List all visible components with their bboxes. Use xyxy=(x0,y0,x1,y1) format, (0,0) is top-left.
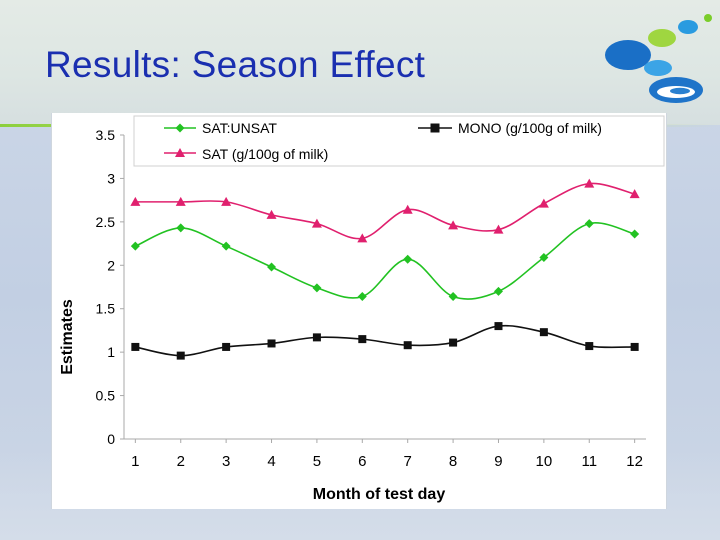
data-point xyxy=(175,196,186,206)
chart-panel: SAT:UNSAT MONO (g/100g of milk) SAT (g/1… xyxy=(51,113,667,509)
data-point xyxy=(357,292,367,302)
data-point xyxy=(267,262,277,272)
legend-label-sat-unsat: SAT:UNSAT xyxy=(202,120,277,136)
data-point xyxy=(222,342,231,351)
data-point xyxy=(130,241,140,251)
y-tick-label: 2 xyxy=(107,257,115,273)
legend-item-sat: SAT (g/100g of milk) xyxy=(164,146,328,162)
series-mono-g-100g-of-milk xyxy=(131,322,639,360)
data-point xyxy=(357,233,368,243)
x-tick-label: 10 xyxy=(536,453,553,470)
data-point xyxy=(221,241,231,251)
data-point xyxy=(494,322,503,331)
data-point xyxy=(403,341,412,350)
data-point xyxy=(448,220,459,230)
data-point xyxy=(585,342,594,351)
x-tick-label: 1 xyxy=(131,453,139,470)
data-point xyxy=(630,229,640,239)
y-tick-label: 0.5 xyxy=(96,388,116,404)
series-line-mono-g-100g-of-milk xyxy=(135,324,635,357)
x-tick-label: 4 xyxy=(267,453,275,470)
x-tick-label: 11 xyxy=(581,453,597,470)
logo-icon xyxy=(605,14,712,103)
data-point xyxy=(403,254,413,264)
slide-title: Results: Season Effect xyxy=(45,44,426,85)
chart-series xyxy=(130,178,640,360)
series-sat-unsat xyxy=(130,219,640,302)
data-point xyxy=(539,328,548,337)
x-axis-label: Month of test day xyxy=(313,486,446,503)
data-point xyxy=(358,335,367,344)
legend-label-sat: SAT (g/100g of milk) xyxy=(202,146,328,162)
data-point xyxy=(584,219,594,229)
x-tick-label: 5 xyxy=(313,453,321,470)
data-point xyxy=(449,338,458,347)
x-tick-label: 7 xyxy=(404,453,412,470)
x-tick-label: 6 xyxy=(358,453,366,470)
y-tick-label: 2.5 xyxy=(96,214,116,230)
x-tick-label: 8 xyxy=(449,453,457,470)
legend-label-mono: MONO (g/100g of milk) xyxy=(458,120,602,136)
data-point xyxy=(176,351,185,360)
y-tick-label: 3.5 xyxy=(96,127,116,143)
data-point xyxy=(221,196,232,206)
legend-item-sat-unsat: SAT:UNSAT xyxy=(164,120,277,136)
data-point xyxy=(311,218,322,228)
x-tick-label: 3 xyxy=(222,453,230,470)
x-tick-label: 12 xyxy=(626,453,643,470)
chart-axes: 00.511.522.533.51 2 3 4 5 6 7 8 9 10 11 12 xyxy=(96,127,646,470)
data-point xyxy=(538,198,549,208)
legend-box xyxy=(133,115,665,167)
data-point xyxy=(267,339,276,348)
series-sat-g-100g-of-milk xyxy=(130,178,640,243)
data-point xyxy=(630,342,639,351)
data-point xyxy=(176,223,186,233)
series-line-sat-unsat xyxy=(135,222,635,300)
data-point xyxy=(539,252,549,262)
x-tick-label: 2 xyxy=(177,453,185,470)
line-chart: SAT:UNSAT MONO (g/100g of milk) SAT (g/1… xyxy=(59,115,665,503)
y-axis-label: Estimates xyxy=(59,299,76,375)
data-point xyxy=(402,204,413,214)
data-point xyxy=(448,292,458,302)
y-tick-label: 3 xyxy=(107,170,115,186)
data-point xyxy=(493,286,503,296)
x-tick-label: 9 xyxy=(494,453,502,470)
y-tick-label: 1.5 xyxy=(96,301,116,317)
y-tick-label: 1 xyxy=(107,344,115,360)
data-point xyxy=(312,283,322,293)
data-point xyxy=(629,189,640,199)
chart-legend: SAT:UNSAT MONO (g/100g of milk) SAT (g/1… xyxy=(133,115,665,167)
series-line-sat-g-100g-of-milk xyxy=(135,182,635,240)
title-band xyxy=(0,0,720,125)
data-point xyxy=(131,342,140,351)
data-point xyxy=(312,333,321,342)
legend-item-mono: MONO (g/100g of milk) xyxy=(418,120,602,136)
data-point xyxy=(493,224,504,234)
data-point xyxy=(584,178,595,188)
data-point xyxy=(130,196,141,206)
y-tick-label: 0 xyxy=(107,431,115,447)
data-point xyxy=(266,209,277,219)
